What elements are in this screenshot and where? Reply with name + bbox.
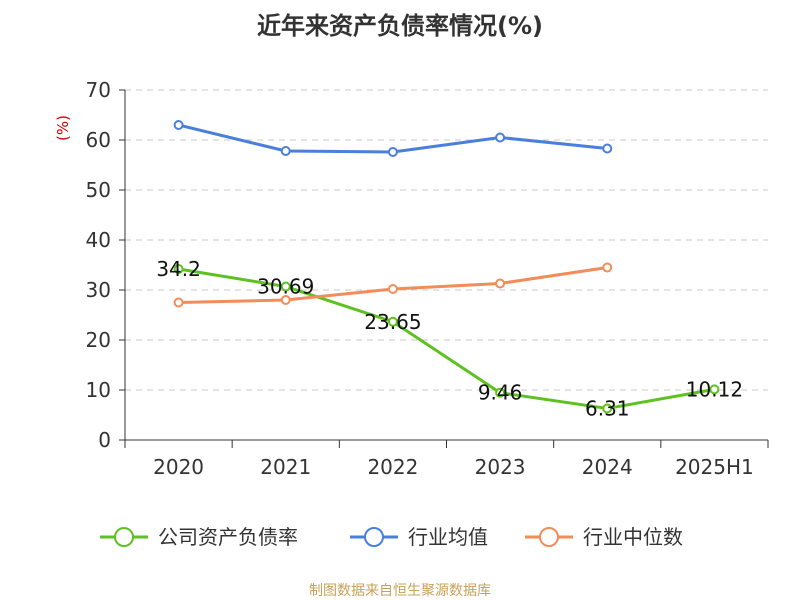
axes: 0 10 20 30 40 50 60 70 2020 2021 2022 2023 2024 2025H… xyxy=(86,78,769,479)
series-2 xyxy=(173,262,613,308)
data-point xyxy=(387,147,398,157)
data-point xyxy=(495,132,506,143)
x-tick-label: 2024 xyxy=(582,455,633,479)
x-tick-label: 2020 xyxy=(153,455,204,479)
data-point xyxy=(173,120,184,130)
y-tick-label: 40 xyxy=(86,228,111,252)
legend-item-2[interactable]: 行业中位数 xyxy=(525,525,683,549)
series-layer xyxy=(173,120,720,414)
data-labels: 34.2 30.69 23.65 9.46 6.31 10.12 xyxy=(156,257,743,420)
x-tick-label: 2021 xyxy=(260,455,311,479)
legend-swatch-marker xyxy=(364,527,384,547)
x-tick-label: 2025H1 xyxy=(675,455,754,479)
data-point xyxy=(709,384,720,395)
data-point xyxy=(280,281,291,292)
data-point xyxy=(280,146,291,156)
data-point xyxy=(173,297,184,308)
data-label: 10.12 xyxy=(686,377,743,401)
legend[interactable]: 公司资产负债率 行业均值 行业中位数 xyxy=(100,525,683,549)
x-tick-label: 2022 xyxy=(367,455,418,479)
data-point xyxy=(387,284,398,294)
y-tick-label: 50 xyxy=(86,178,111,202)
legend-label: 行业中位数 xyxy=(583,525,683,549)
y-tick-label: 10 xyxy=(86,378,111,402)
y-tick-label: 60 xyxy=(86,128,111,152)
data-label: 30.69 xyxy=(257,275,314,299)
legend-item-0[interactable]: 公司资产负债率 xyxy=(100,525,298,549)
data-label: 6.31 xyxy=(585,396,630,420)
data-point xyxy=(495,278,506,289)
y-tick-label: 20 xyxy=(86,328,111,352)
y-tick-label: 30 xyxy=(86,278,111,302)
x-tick-label: 2023 xyxy=(475,455,526,479)
y-axis-unit-label: (%) xyxy=(54,115,72,141)
legend-label: 公司资产负债率 xyxy=(158,525,298,549)
series-line xyxy=(178,267,715,410)
data-point xyxy=(602,143,613,154)
chart-title: 近年来资产负债率情况(%) xyxy=(257,12,543,40)
data-point xyxy=(280,295,291,305)
y-tick-label: 70 xyxy=(86,78,111,102)
data-point xyxy=(495,387,506,398)
legend-label: 行业均值 xyxy=(408,525,488,549)
data-point xyxy=(173,264,184,274)
source-note: 制图数据来自恒生聚源数据库 xyxy=(309,583,491,599)
y-tick-label: 0 xyxy=(98,428,111,452)
data-point xyxy=(602,262,613,273)
data-label: 9.46 xyxy=(478,381,523,405)
series-1 xyxy=(173,120,613,157)
grid-lines xyxy=(125,89,768,391)
legend-swatch-marker xyxy=(539,527,559,547)
data-point xyxy=(602,403,613,414)
data-label: 34.2 xyxy=(156,257,201,281)
series-0 xyxy=(173,264,720,414)
legend-swatch-marker xyxy=(114,527,134,547)
legend-item-1[interactable]: 行业均值 xyxy=(350,525,488,549)
data-label: 23.65 xyxy=(364,310,421,334)
data-point xyxy=(387,316,398,327)
